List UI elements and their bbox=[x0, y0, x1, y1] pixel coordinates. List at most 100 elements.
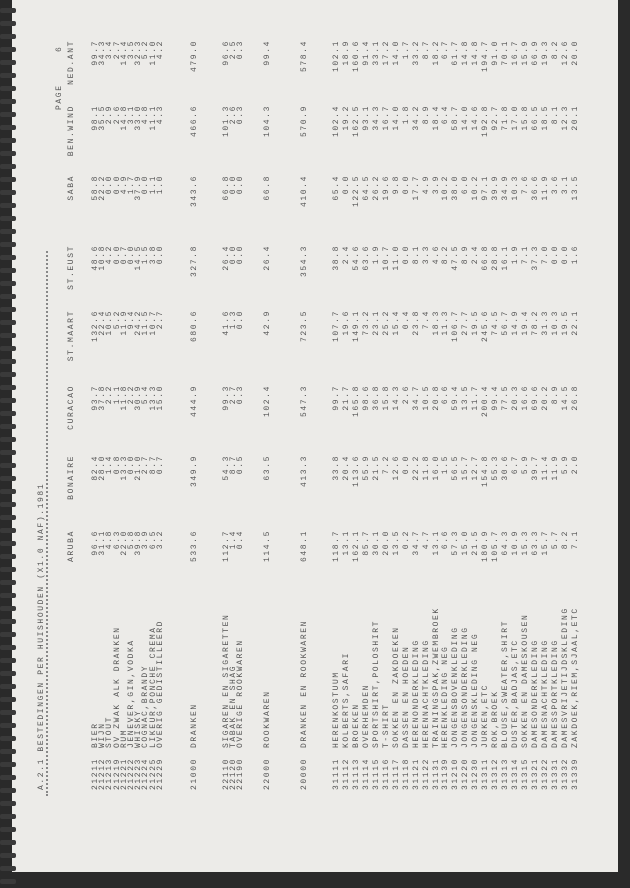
cell-value: 66.9 bbox=[531, 40, 540, 66]
cell-value: 9.8 bbox=[391, 175, 401, 195]
cell-value: 11.9 bbox=[540, 175, 550, 201]
binding-ring bbox=[0, 411, 16, 416]
cell-value: 20.1 bbox=[570, 105, 580, 131]
row-code: 31115 bbox=[371, 757, 381, 790]
cell-value: 7.4 bbox=[421, 310, 431, 330]
cell-value: 20.8 bbox=[431, 385, 441, 411]
cell-value: 10.3 bbox=[511, 175, 521, 201]
binding-ring bbox=[0, 567, 16, 572]
row-code: 31210 bbox=[451, 757, 461, 790]
binding-ring bbox=[0, 658, 16, 663]
row-code: 31313 bbox=[501, 757, 511, 790]
cell-value: 1.6 bbox=[570, 245, 580, 265]
cell-value: 14.0 bbox=[391, 40, 401, 66]
column-header: ST.MAART bbox=[67, 310, 76, 362]
cell-value: 28.8 bbox=[491, 245, 501, 271]
cell-value: 5.9 bbox=[560, 455, 570, 475]
cell-value: 23.1 bbox=[371, 310, 381, 336]
cell-value: 13.5 bbox=[570, 175, 580, 201]
binding-ring bbox=[0, 619, 16, 624]
cell-value: 4.7 bbox=[421, 530, 431, 550]
cell-value: 6.0 bbox=[461, 175, 471, 195]
row-label: BLOUSE,SWEATER,SHIRT bbox=[501, 619, 511, 748]
cell-value: 25.2 bbox=[381, 310, 391, 336]
binding-ring bbox=[0, 372, 16, 377]
binding-ring bbox=[0, 190, 16, 195]
row-label: DUSTER,BADJAS,ETC bbox=[511, 639, 521, 748]
binding-ring bbox=[0, 775, 16, 780]
binding-ring bbox=[0, 788, 16, 793]
row-code: 31117 bbox=[391, 757, 401, 790]
row-code: 31322 bbox=[540, 757, 550, 790]
cell-value: 2.0 bbox=[570, 455, 580, 475]
cell-value: 12.6 bbox=[391, 455, 401, 481]
page-label: PAGE bbox=[55, 84, 64, 110]
binding-ring bbox=[0, 801, 16, 806]
cell-value: 0.3 bbox=[236, 385, 245, 405]
binding-ring bbox=[0, 749, 16, 754]
cell-value: 15.0 bbox=[155, 385, 165, 411]
binding-ring bbox=[0, 437, 16, 442]
binding-ring bbox=[0, 346, 16, 351]
cell-value: 160.6 bbox=[351, 40, 361, 73]
cell-value: 30.6 bbox=[501, 455, 511, 481]
cell-value: 102.4 bbox=[263, 385, 272, 418]
row-code: 31121 bbox=[411, 757, 421, 790]
cell-value: 16.1 bbox=[501, 245, 511, 271]
cell-value: 12.3 bbox=[560, 105, 570, 131]
cell-value: 19.4 bbox=[521, 310, 531, 336]
cell-value: 648.1 bbox=[300, 530, 309, 563]
cell-value: 1.0 bbox=[155, 175, 165, 195]
binding-ring bbox=[0, 502, 16, 507]
cell-value: 2.4 bbox=[341, 245, 351, 265]
cell-value: 15.7 bbox=[461, 455, 471, 481]
cell-value: 14.0 bbox=[461, 105, 471, 131]
binding-ring bbox=[0, 606, 16, 611]
binding-ring bbox=[0, 229, 16, 234]
row-code: 31122 bbox=[421, 757, 431, 790]
row-code: 31339 bbox=[570, 757, 580, 790]
cell-value: 22.1 bbox=[570, 310, 580, 336]
binding-ring bbox=[0, 255, 16, 260]
cell-value: 107.7 bbox=[332, 310, 341, 343]
cell-value: 0.0 bbox=[155, 245, 165, 265]
cell-value: 7.1 bbox=[521, 245, 531, 265]
binding-ring bbox=[0, 684, 16, 689]
row-label: ZAKDOEK,RIEM,SJAAL,ETC bbox=[570, 607, 580, 748]
column-header: ST.EUST bbox=[67, 245, 76, 290]
binding-ring bbox=[0, 515, 16, 520]
cell-value: 56.7 bbox=[501, 310, 511, 336]
cell-value: 38.0 bbox=[451, 175, 461, 201]
row-label: DAMESONDERKLEDING bbox=[531, 639, 540, 748]
row-code: 31220 bbox=[461, 757, 471, 790]
row-code: 31131 bbox=[431, 757, 441, 790]
cell-value: 20.2 bbox=[540, 385, 550, 411]
cell-value: 38.8 bbox=[332, 245, 341, 271]
cell-value: 78.2 bbox=[531, 310, 540, 336]
row-code: 31315 bbox=[521, 757, 531, 790]
cell-value: 547.3 bbox=[300, 385, 309, 418]
cell-value: 14.6 bbox=[471, 105, 481, 131]
cell-value: 2.7 bbox=[155, 310, 165, 330]
cell-value: 0.0 bbox=[401, 175, 411, 195]
cell-value: 33.8 bbox=[332, 455, 341, 481]
binding-ring bbox=[0, 138, 16, 143]
cell-value: 8.1 bbox=[550, 105, 560, 125]
cell-value: 2.4 bbox=[471, 245, 481, 265]
binding-ring bbox=[0, 580, 16, 585]
cell-value: 6.6 bbox=[441, 385, 451, 405]
cell-value: 6.7 bbox=[441, 40, 451, 60]
cell-value: 61.7 bbox=[451, 40, 461, 66]
cell-value: 77.5 bbox=[501, 385, 511, 411]
cell-value: 245.6 bbox=[481, 310, 491, 343]
cell-value: 0.7 bbox=[155, 455, 165, 475]
cell-value: 11.3 bbox=[441, 310, 451, 336]
cell-value: 104.3 bbox=[263, 105, 272, 138]
cell-value: 22.2 bbox=[411, 455, 421, 481]
row-code: 31321 bbox=[531, 757, 540, 790]
cell-value: 17.2 bbox=[381, 40, 391, 66]
binding-ring bbox=[0, 697, 16, 702]
cell-value: 343.6 bbox=[190, 175, 199, 208]
row-label: DASSEN EN HOEDEN bbox=[401, 645, 411, 748]
cell-value: 13.5 bbox=[391, 530, 401, 556]
